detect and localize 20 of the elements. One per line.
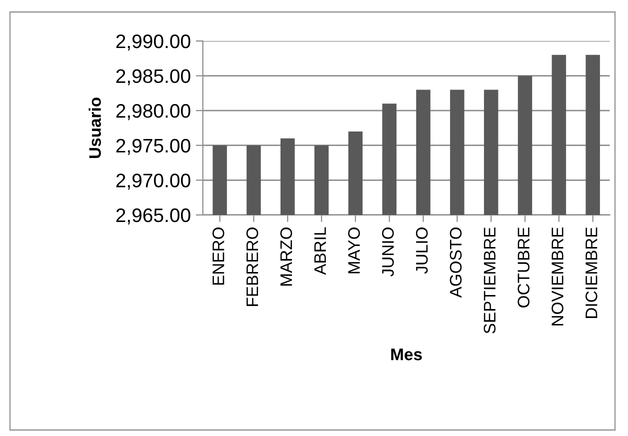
y-tick-label: 2,975.00 bbox=[116, 138, 190, 155]
y-tick-label: 2,985.00 bbox=[116, 69, 190, 86]
y-tick-label: 2,970.00 bbox=[116, 174, 190, 190]
x-tick-label: ABRIL bbox=[314, 227, 326, 275]
x-tick-label: MARZO bbox=[280, 228, 292, 286]
x-tick-label: DICIEMBRE bbox=[586, 227, 598, 318]
y-axis-title: Usuario bbox=[88, 98, 101, 158]
x-tick-label: FEBRERO bbox=[246, 228, 258, 306]
x-tick-label: JUNIO bbox=[382, 228, 394, 276]
x-tick-label: NOVIEMBRE bbox=[552, 227, 564, 326]
x-tick-label: OCTUBRE bbox=[518, 227, 530, 308]
y-tick-label: 2,990.00 bbox=[116, 34, 190, 51]
x-tick-label: ENERO bbox=[212, 228, 224, 285]
x-tick-label: AGOSTO bbox=[450, 228, 462, 298]
y-tick-label: 2,980.00 bbox=[116, 104, 190, 120]
x-tick-label: JULIO bbox=[416, 228, 428, 274]
y-tick-label: 2,965.00 bbox=[116, 208, 190, 224]
x-tick-label: MAYO bbox=[348, 228, 360, 274]
x-axis-title: Mes bbox=[391, 348, 422, 360]
x-tick-label: SEPTIEMBRE bbox=[484, 227, 496, 334]
